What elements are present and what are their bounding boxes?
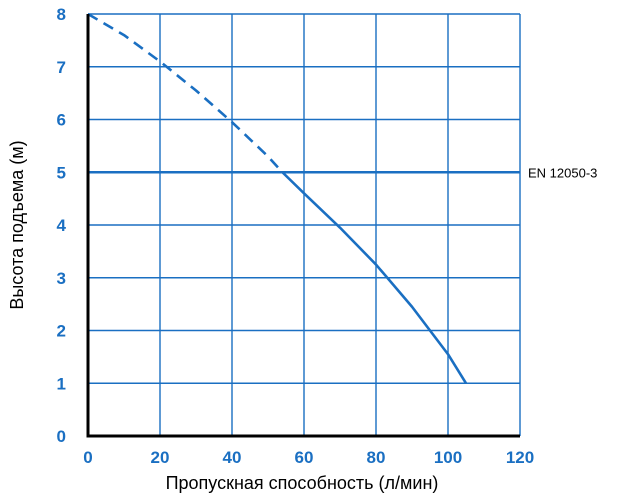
y-tick-label-7: 7: [57, 58, 66, 77]
y-tick-label-6: 6: [57, 111, 66, 130]
reference-lines: EN 12050-3: [88, 165, 597, 180]
x-tick-label-3: 60: [295, 448, 314, 467]
y-tick-label-3: 3: [57, 269, 66, 288]
axes: [86, 14, 520, 438]
x-tick-label-1: 20: [151, 448, 170, 467]
y-tick-label-8: 8: [57, 5, 66, 24]
x-tick-label-5: 100: [434, 448, 462, 467]
x-tick-label-0: 0: [83, 448, 92, 467]
grid-lines: [88, 13, 521, 436]
x-tick-label-6: 120: [506, 448, 534, 467]
y-axis-title: Высота подъема (м): [7, 140, 27, 309]
x-axis-title: Пропускная способность (л/мин): [166, 473, 439, 493]
y-tick-label-1: 1: [57, 374, 66, 393]
x-tick-label-2: 40: [223, 448, 242, 467]
y-tick-label-0: 0: [57, 427, 66, 446]
y-tick-label-2: 2: [57, 322, 66, 341]
tick-labels: 0 20 40 60 80 100 120 0 1 2 3 4 5 6 7 8: [57, 5, 535, 467]
series-line-solid: [281, 171, 468, 384]
series: [87, 12, 468, 384]
reference-line-label-0: EN 12050-3: [528, 165, 597, 180]
y-tick-label-4: 4: [57, 216, 67, 235]
x-tick-label-4: 80: [367, 448, 386, 467]
y-tick-label-5: 5: [57, 163, 66, 182]
series-line-dashed: [87, 12, 284, 174]
